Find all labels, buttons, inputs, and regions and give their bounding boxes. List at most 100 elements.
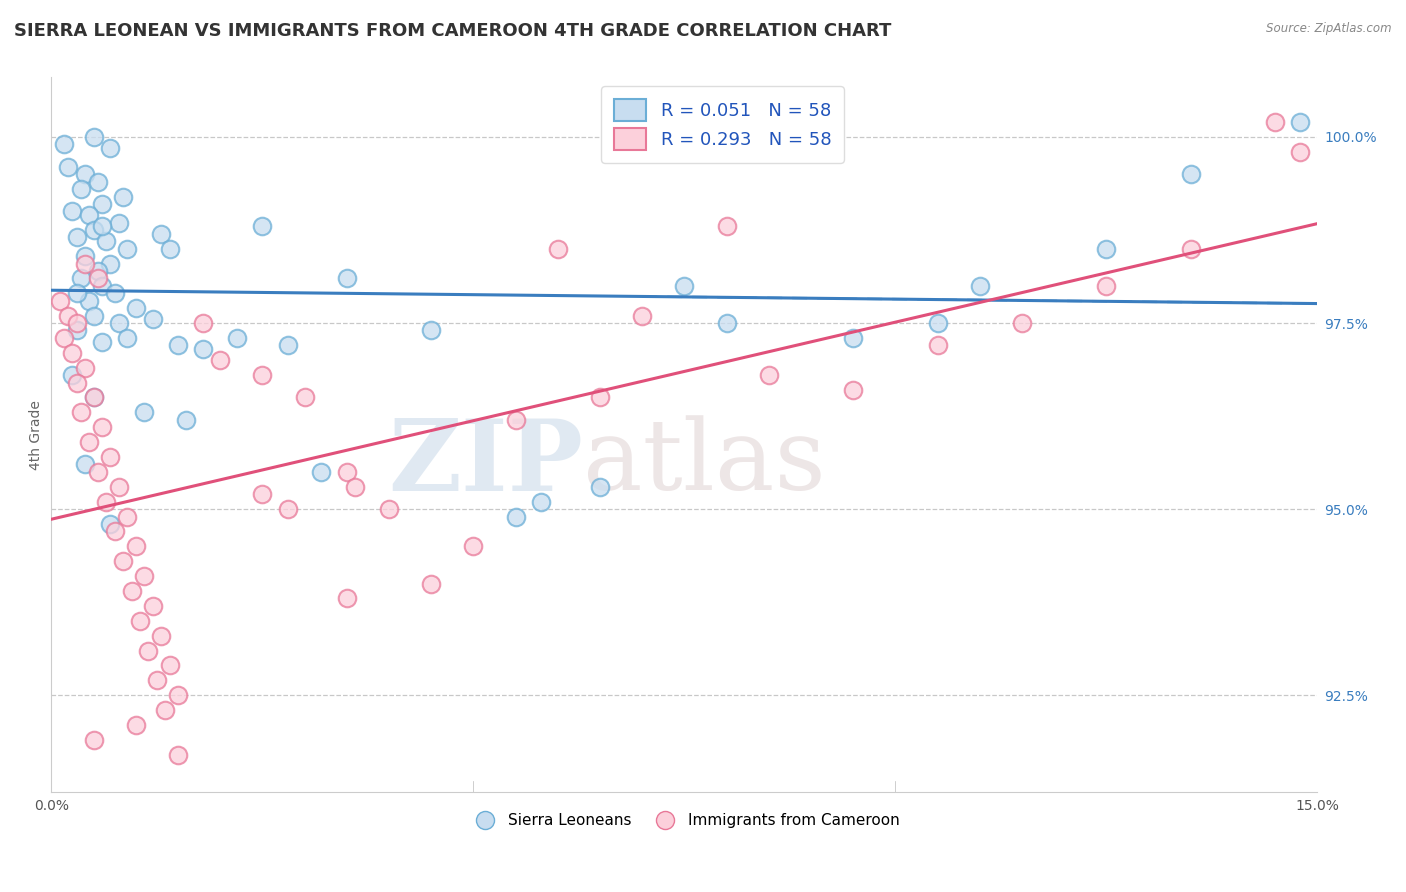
Point <box>83 391 105 405</box>
Point <box>79 435 101 450</box>
Point <box>75 167 97 181</box>
Point <box>1180 167 1202 181</box>
Point <box>66 316 89 330</box>
Point <box>62 204 84 219</box>
Point <box>159 658 181 673</box>
Point <box>142 312 165 326</box>
Point <box>83 732 105 747</box>
Point <box>112 189 135 203</box>
Point <box>125 539 148 553</box>
Point <box>96 234 118 248</box>
Point <box>927 338 949 352</box>
Point <box>117 242 139 256</box>
Point <box>83 391 105 405</box>
Point <box>758 368 780 383</box>
Point <box>125 301 148 315</box>
Point <box>91 197 114 211</box>
Point <box>631 309 654 323</box>
Point <box>58 160 80 174</box>
Point <box>1264 115 1286 129</box>
Point <box>969 278 991 293</box>
Point <box>673 278 696 293</box>
Point <box>83 309 105 323</box>
Point <box>83 223 105 237</box>
Point <box>66 230 89 244</box>
Point <box>167 688 190 702</box>
Point <box>336 465 359 479</box>
Point <box>134 405 156 419</box>
Text: ZIP: ZIP <box>388 415 583 512</box>
Point <box>75 360 97 375</box>
Point <box>91 420 114 434</box>
Point <box>167 338 190 352</box>
Point <box>87 465 110 479</box>
Point <box>75 249 97 263</box>
Point <box>108 480 131 494</box>
Point <box>1095 242 1118 256</box>
Point <box>193 316 215 330</box>
Point <box>100 450 122 464</box>
Point <box>378 502 401 516</box>
Point <box>505 509 527 524</box>
Point <box>79 208 101 222</box>
Point <box>75 256 97 270</box>
Point <box>134 569 156 583</box>
Text: Source: ZipAtlas.com: Source: ZipAtlas.com <box>1267 22 1392 36</box>
Point <box>252 368 274 383</box>
Point <box>100 256 122 270</box>
Point <box>716 219 738 234</box>
Point <box>121 584 143 599</box>
Point <box>167 747 190 762</box>
Point <box>66 324 89 338</box>
Point <box>49 293 72 308</box>
Text: SIERRA LEONEAN VS IMMIGRANTS FROM CAMEROON 4TH GRADE CORRELATION CHART: SIERRA LEONEAN VS IMMIGRANTS FROM CAMERO… <box>14 22 891 40</box>
Point <box>842 383 865 397</box>
Point <box>252 219 274 234</box>
Point <box>91 278 114 293</box>
Point <box>589 480 612 494</box>
Point <box>716 316 738 330</box>
Point <box>226 331 249 345</box>
Point <box>108 216 131 230</box>
Point <box>336 271 359 285</box>
Point <box>91 219 114 234</box>
Point <box>277 502 299 516</box>
Point <box>1095 278 1118 293</box>
Point <box>87 175 110 189</box>
Point <box>108 316 131 330</box>
Legend: Sierra Leoneans, Immigrants from Cameroon: Sierra Leoneans, Immigrants from Cameroo… <box>464 807 905 834</box>
Point <box>336 591 359 606</box>
Point <box>344 480 367 494</box>
Point <box>159 242 181 256</box>
Point <box>83 130 105 145</box>
Point <box>150 629 173 643</box>
Text: atlas: atlas <box>583 416 825 511</box>
Point <box>176 413 198 427</box>
Point <box>62 368 84 383</box>
Point <box>1289 115 1312 129</box>
Point <box>58 309 80 323</box>
Point <box>311 465 333 479</box>
Point <box>53 137 76 152</box>
Point <box>117 509 139 524</box>
Point <box>150 227 173 241</box>
Point <box>589 391 612 405</box>
Point <box>62 346 84 360</box>
Point <box>530 494 553 508</box>
Point <box>125 718 148 732</box>
Point <box>79 293 101 308</box>
Point <box>1289 145 1312 159</box>
Point <box>1011 316 1033 330</box>
Point <box>100 516 122 531</box>
Point <box>70 182 93 196</box>
Point <box>420 576 443 591</box>
Point <box>142 599 165 613</box>
Point <box>70 405 93 419</box>
Point <box>66 376 89 390</box>
Point <box>277 338 299 352</box>
Point <box>138 643 160 657</box>
Point <box>91 334 114 349</box>
Point <box>104 286 127 301</box>
Point <box>927 316 949 330</box>
Point <box>70 271 93 285</box>
